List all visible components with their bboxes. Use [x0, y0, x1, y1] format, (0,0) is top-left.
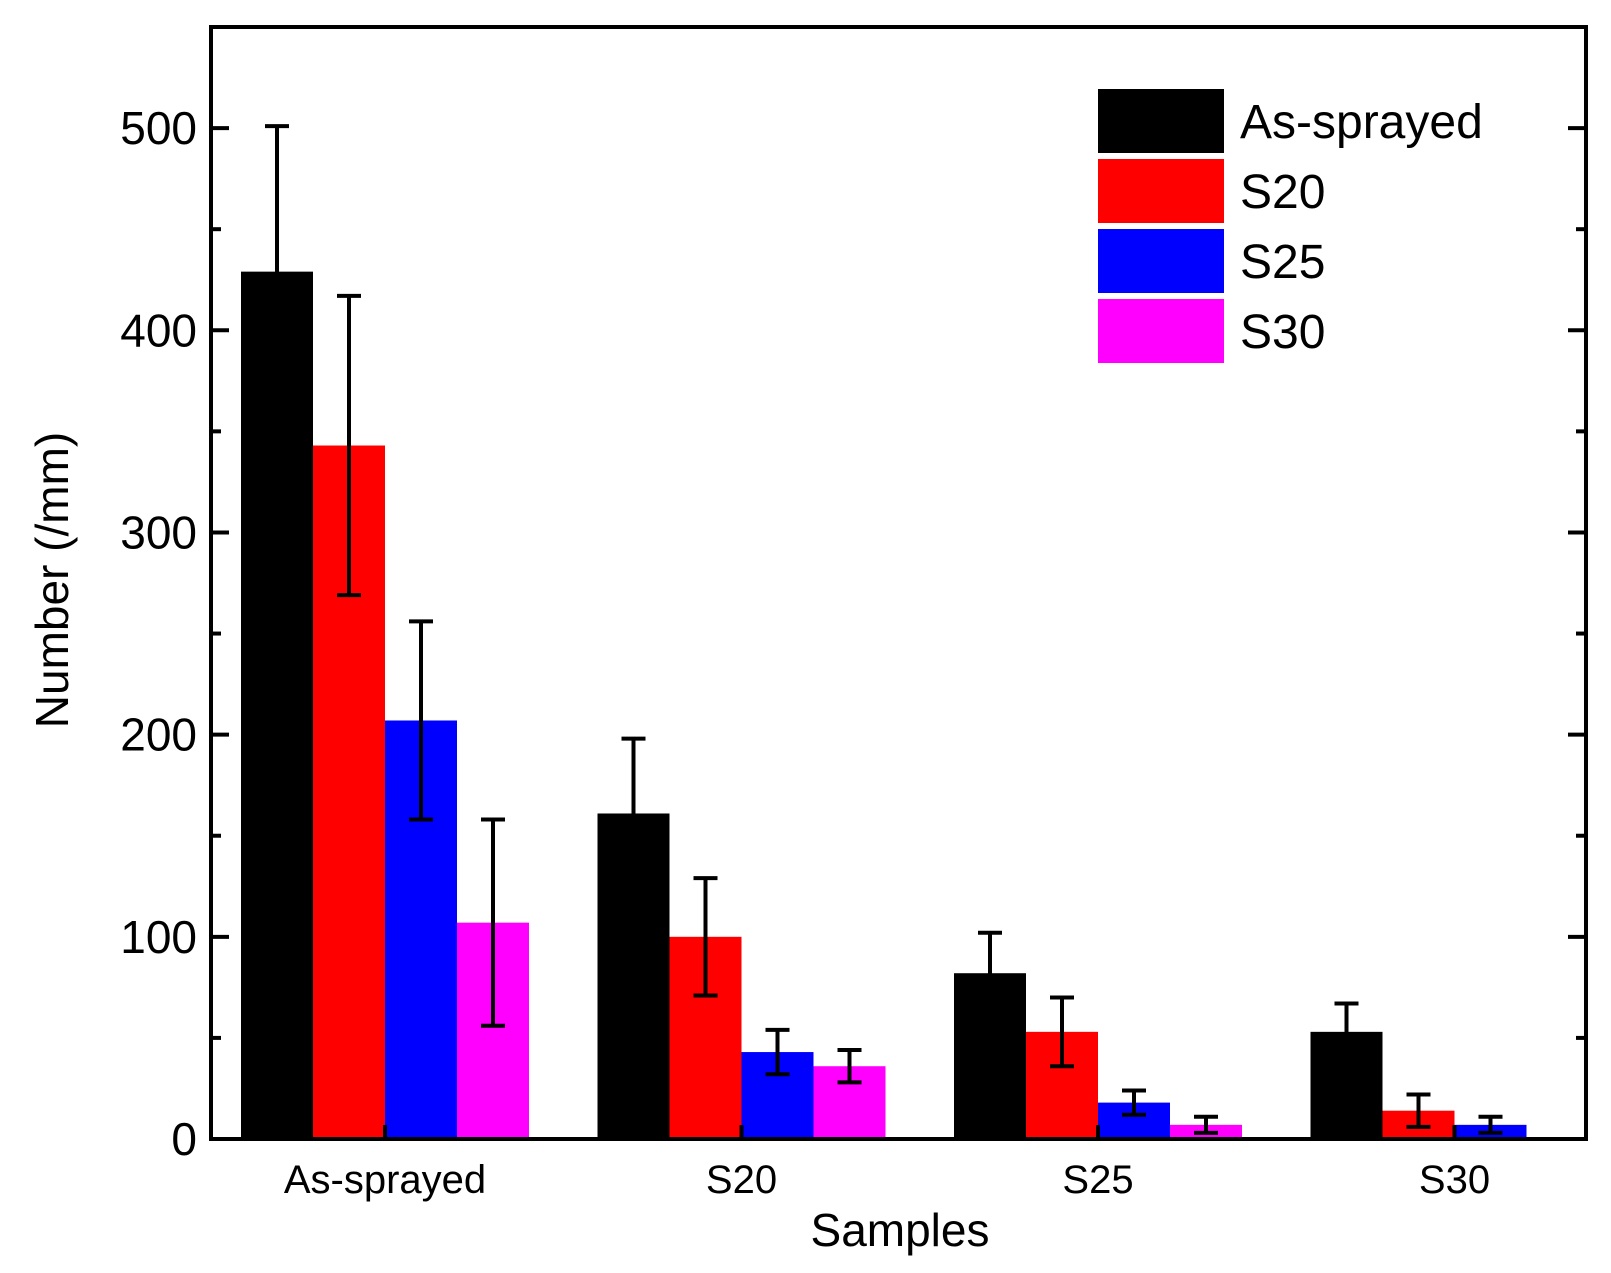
y-tick-label: 400 — [120, 304, 197, 356]
legend-swatch-s30 — [1098, 299, 1224, 363]
legend-swatch-as-sprayed — [1098, 89, 1224, 153]
y-axis-title: Number (/mm) — [26, 432, 78, 728]
bars-group — [241, 271, 1527, 1139]
x-tick-label: S25 — [1062, 1158, 1133, 1202]
error-bars-group — [265, 124, 1503, 1135]
legend-swatch-s25 — [1098, 229, 1224, 293]
y-tick-label: 100 — [120, 911, 197, 963]
legend-label: S20 — [1240, 166, 1325, 219]
y-tick-label: 0 — [171, 1113, 197, 1165]
legend: As-sprayed S20 S25 S30 — [1098, 89, 1483, 363]
legend-label: S30 — [1240, 306, 1325, 359]
legend-label: As-sprayed — [1240, 96, 1483, 149]
plot-frame — [209, 25, 1588, 1141]
axes-group: 0 100 200 300 400 500 As-sprayed S20 S25 S30 — [120, 25, 1586, 1202]
x-tick-label: S20 — [706, 1158, 777, 1202]
legend-swatch-s20 — [1098, 159, 1224, 223]
x-axis-title: Samples — [811, 1204, 990, 1256]
y-tick-label: 300 — [120, 506, 197, 558]
y-tick-label: 200 — [120, 709, 197, 761]
legend-label: S25 — [1240, 236, 1325, 289]
y-tick-label: 500 — [120, 102, 197, 154]
x-tick-label: As-sprayed — [284, 1158, 486, 1202]
x-tick-label: S30 — [1419, 1158, 1490, 1202]
